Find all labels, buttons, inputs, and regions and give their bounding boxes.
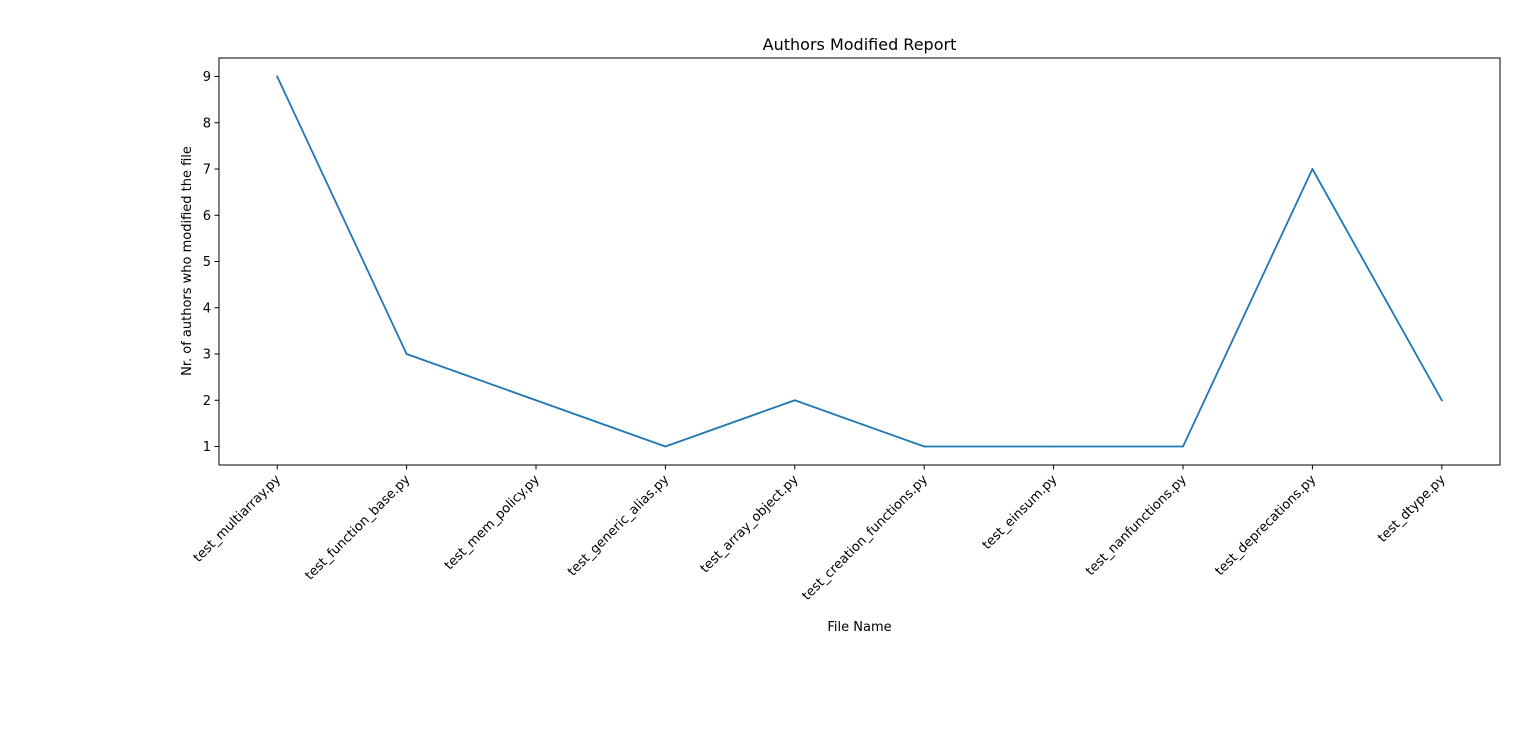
y-tick-label: 5 (203, 255, 211, 270)
y-tick-label: 9 (203, 70, 211, 85)
y-tick-label: 7 (203, 163, 211, 178)
y-tick-label: 3 (203, 348, 211, 363)
series-line (276, 75, 1444, 448)
data-point (405, 353, 408, 355)
y-tick-label: 6 (203, 209, 211, 224)
data-point (1182, 445, 1184, 448)
data-point (923, 445, 926, 448)
plot-background (219, 58, 1500, 465)
data-point (793, 399, 796, 402)
data-point (1311, 168, 1314, 170)
data-point (1052, 445, 1055, 448)
y-axis-label: Nr. of authors who modified the file (180, 146, 195, 376)
x-axis-label: File Name (827, 620, 891, 635)
chart-title: Authors Modified Report (763, 35, 957, 54)
data-point (1440, 399, 1443, 402)
y-tick-label: 2 (203, 394, 211, 409)
y-tick-label: 8 (203, 116, 211, 131)
data-point (664, 445, 667, 448)
data-point (535, 399, 537, 402)
plot-frame (218, 57, 1501, 466)
y-tick-label: 1 (203, 440, 211, 455)
y-tick-label: 4 (203, 301, 211, 316)
data-point (276, 75, 279, 78)
